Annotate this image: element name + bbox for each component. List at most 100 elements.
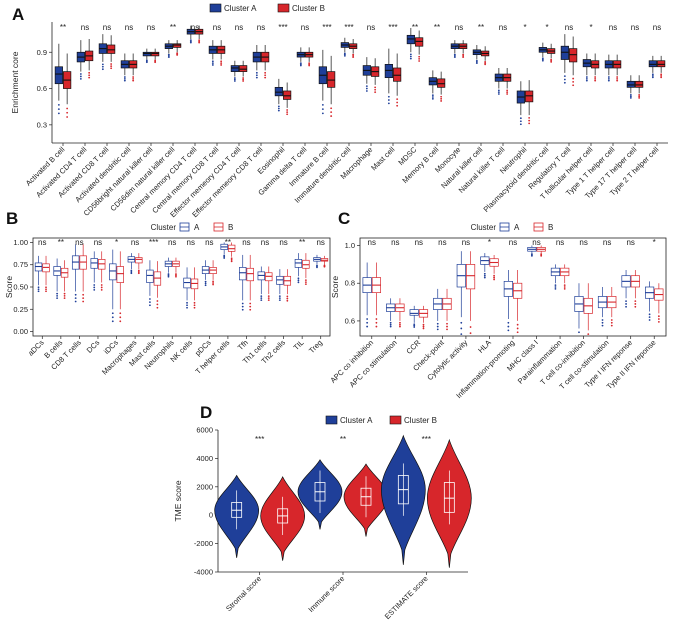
outlier-point	[507, 329, 510, 332]
significance-natural-killer-cell: **	[478, 23, 484, 32]
outlier-point	[365, 85, 368, 88]
box-b-cells-b	[60, 260, 69, 300]
outlier-point	[493, 274, 495, 277]
outlier-point	[484, 63, 487, 66]
outlier-point	[418, 55, 421, 58]
legend-title: Cluster	[151, 223, 177, 232]
outlier-point	[634, 300, 637, 303]
outlier-point	[572, 80, 575, 83]
x-tick-label-mast-cell: Mast cell	[369, 145, 397, 173]
box-plasmacytoid-dendritic-cell-cluster-a	[538, 42, 547, 62]
box-treg-a	[313, 254, 321, 269]
outlier-point	[297, 277, 300, 280]
significance-mhc-class-i: ns	[532, 238, 540, 247]
outlier-point	[601, 319, 604, 321]
box-type-1-t-helper-cell-cluster-a	[604, 54, 613, 82]
outlier-point	[304, 283, 307, 286]
outlier-point	[297, 279, 300, 282]
box-gamma-delta-t-cell-cluster-a	[296, 47, 305, 67]
outlier-point	[79, 75, 82, 78]
outlier-point	[137, 270, 140, 273]
box-iqr	[239, 65, 248, 72]
outlier-point	[657, 320, 660, 323]
box-iqr	[230, 65, 239, 72]
outlier-point	[387, 95, 390, 98]
box-regulatory-t-cell-cluster-b	[569, 36, 578, 87]
outlier-point	[278, 295, 281, 298]
significance-treg: ns	[316, 238, 324, 247]
outlier-point	[321, 108, 324, 111]
legend-swatch	[277, 3, 290, 13]
outlier-point	[137, 272, 140, 275]
outlier-point	[175, 274, 177, 277]
outlier-point	[101, 68, 104, 71]
outlier-point	[186, 301, 188, 304]
outlier-point	[587, 333, 590, 336]
significance-monocyte: ns	[455, 23, 463, 32]
outlier-point	[154, 61, 157, 64]
outlier-point	[74, 293, 77, 296]
significance-cd56dim-natural-killer-cell: **	[170, 23, 176, 32]
outlier-point	[175, 273, 177, 275]
outlier-point	[585, 77, 588, 80]
outlier-point	[242, 80, 245, 82]
box-idcs-b	[116, 251, 124, 323]
outlier-point	[413, 323, 416, 326]
outlier-point	[483, 272, 486, 275]
outlier-point	[110, 63, 113, 65]
significance-pdcs: ns	[205, 238, 213, 247]
outlier-point	[93, 286, 96, 289]
outlier-point	[409, 53, 412, 56]
box-type-i-ifn-reponse-b	[630, 270, 640, 308]
outlier-point	[572, 77, 575, 80]
significance-regulatory-t-cell: ns	[565, 23, 573, 32]
violin-estimate-score-cluster-a	[380, 434, 426, 565]
box-cd56bright-natural-killer-cell-cluster-a	[142, 48, 151, 64]
outlier-point	[267, 299, 270, 302]
box-type-1-t-helper-cell-cluster-b	[613, 54, 622, 82]
outlier-point	[572, 84, 575, 87]
outlier-point	[375, 318, 378, 320]
outlier-point	[255, 71, 258, 74]
outlier-point	[440, 95, 443, 98]
box-macrophages-b	[135, 253, 143, 275]
box-t-cell-co-stimulation-a	[597, 287, 608, 327]
significance-immature-b-cell: ***	[322, 23, 331, 32]
legend-entry-cluster-b: Cluster B	[292, 4, 325, 13]
outlier-point	[440, 100, 443, 102]
outlier-point	[610, 319, 613, 321]
outlier-point	[638, 95, 641, 98]
outlier-point	[212, 282, 214, 284]
box-activated-b-cell-cluster-a	[54, 43, 63, 115]
outlier-point	[204, 284, 207, 287]
box-iqr	[626, 80, 635, 88]
outlier-point	[93, 284, 96, 286]
outlier-point	[149, 298, 151, 300]
outlier-point	[453, 56, 456, 58]
y-tick-label: 2000	[196, 482, 213, 491]
box-nk-cells-b	[190, 267, 199, 309]
outlier-point	[657, 318, 660, 320]
y-tick-label: -4000	[194, 568, 213, 577]
box-iqr	[54, 66, 63, 85]
outlier-point	[483, 274, 486, 277]
significance-activated-cd4-t-cell: ns	[81, 23, 89, 32]
box-neutrophils-b	[172, 257, 180, 278]
outlier-point	[506, 93, 509, 95]
outlier-point	[233, 78, 236, 81]
box-iqr	[239, 267, 247, 281]
legend-entry-b: B	[228, 223, 233, 232]
outlier-point	[460, 327, 463, 330]
box-natural-killer-cell-cluster-b	[481, 46, 490, 66]
outlier-point	[497, 93, 500, 95]
box-idcs-a	[109, 249, 117, 323]
box-immature-b-cell-cluster-a	[318, 49, 327, 115]
outlier-point	[88, 76, 91, 79]
box-neutrophil-cluster-a	[516, 81, 525, 126]
box-iqr	[107, 44, 116, 54]
box-th2-cells-b	[283, 269, 292, 302]
box-iqr	[406, 34, 415, 45]
outlier-point	[241, 302, 244, 305]
